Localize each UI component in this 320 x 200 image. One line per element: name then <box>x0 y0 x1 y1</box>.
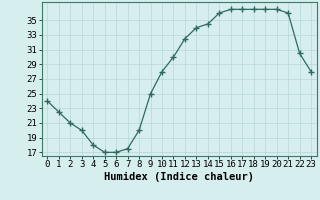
X-axis label: Humidex (Indice chaleur): Humidex (Indice chaleur) <box>104 172 254 182</box>
